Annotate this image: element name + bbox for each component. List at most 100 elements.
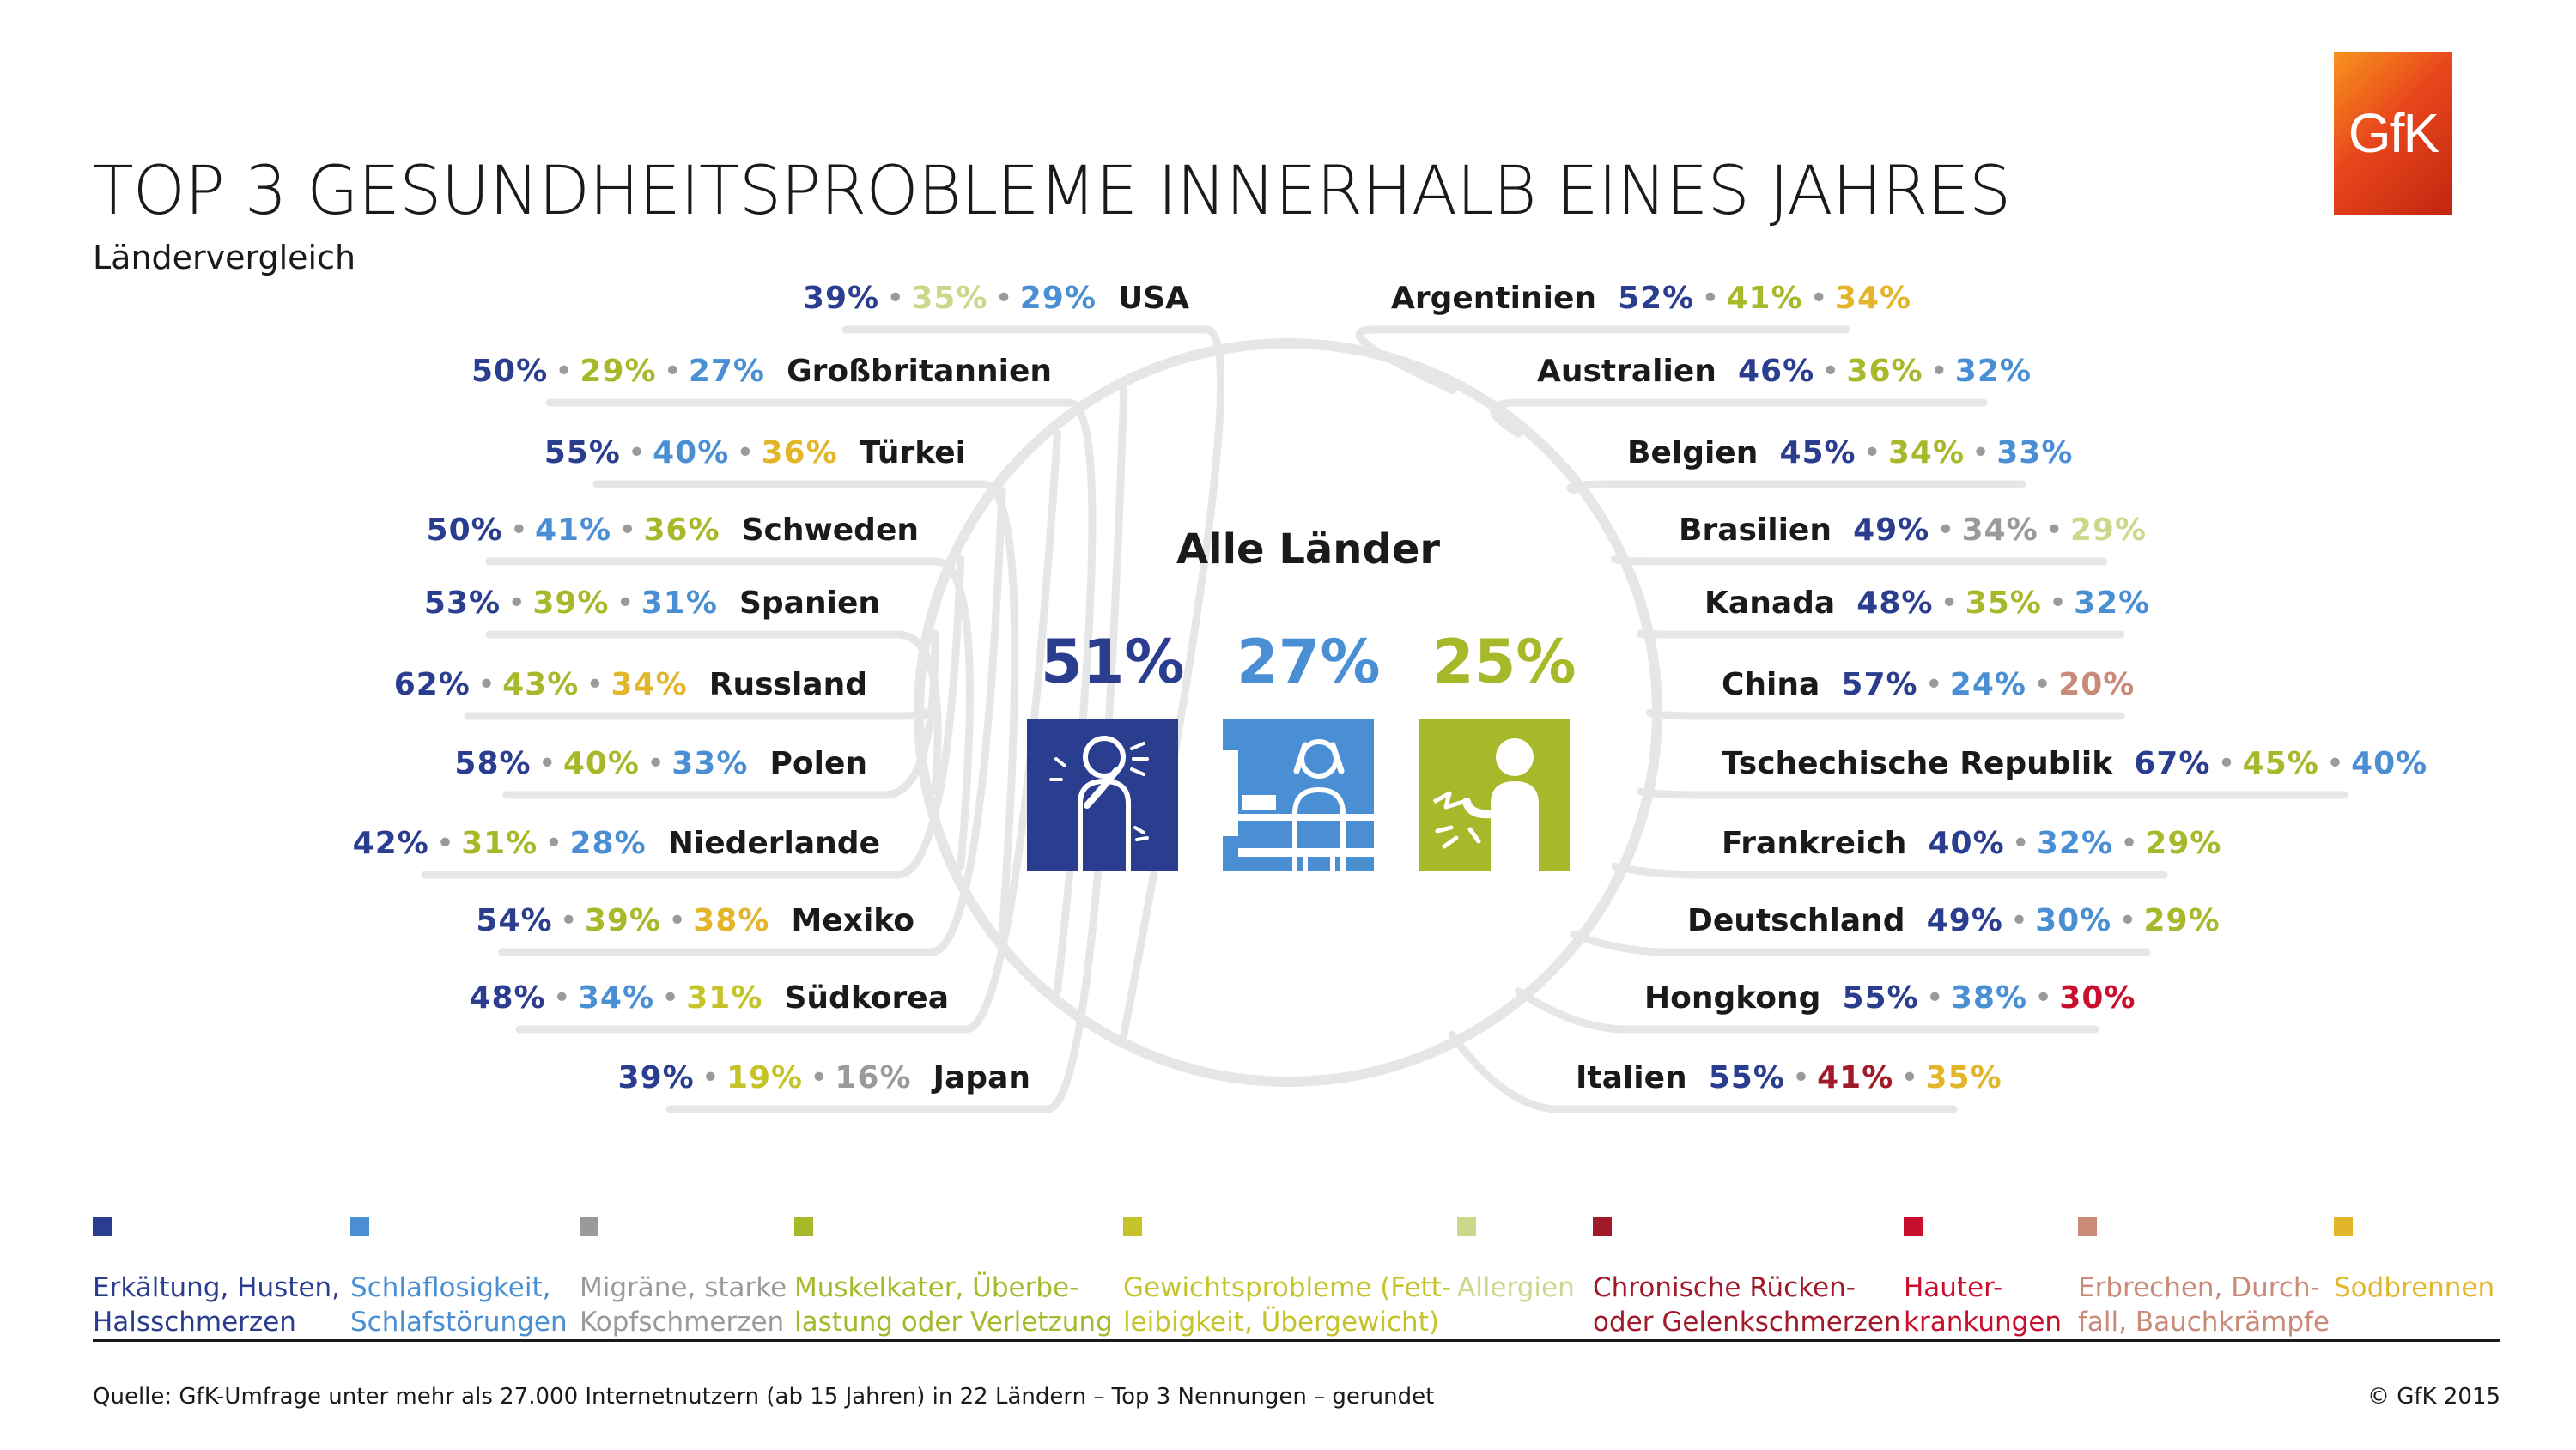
- country-values: 45% • 34% • 33%: [1779, 435, 2073, 470]
- legend-item-schlaf: Schlaflosigkeit, Schlafstörungen: [350, 1217, 568, 1339]
- value-separator: •: [1862, 435, 1881, 470]
- percentage-value: 40%: [1928, 826, 2005, 861]
- value-separator: •: [701, 1060, 720, 1095]
- percentage-value: 39%: [532, 585, 610, 621]
- legend-item-erkaeltung: Erkältung, Husten, Halsschmerzen: [93, 1217, 340, 1339]
- country-row-left: 39% • 19% • 16% Japan: [618, 1059, 1030, 1097]
- percentage-value: 48%: [469, 980, 546, 1016]
- country-name: Japan: [933, 1060, 1030, 1095]
- legend-label: Schlaflosigkeit, Schlafstörungen: [350, 1272, 568, 1338]
- value-separator: •: [2048, 585, 2068, 621]
- cough-cold-icon: [1027, 719, 1178, 871]
- percentage-value: 39%: [617, 1060, 695, 1095]
- value-separator: •: [1924, 667, 1943, 702]
- percentage-value: 31%: [641, 585, 718, 621]
- value-separator: •: [538, 746, 556, 781]
- center-circle: [914, 338, 1662, 1087]
- percentage-value: 54%: [476, 903, 553, 938]
- country-values: 50% • 41% • 36%: [427, 513, 720, 548]
- legend-label: Hauter- krankungen: [1904, 1272, 2063, 1338]
- country-row-right: Tschechische Republik 67% • 45% • 40%: [1722, 745, 2427, 783]
- country-values: 62% • 43% • 34%: [394, 667, 688, 702]
- connector-line-right: [1611, 862, 2168, 879]
- value-separator: •: [586, 667, 605, 702]
- connector-line-left: [665, 385, 1128, 1113]
- percentage-value: 46%: [1737, 354, 1815, 389]
- value-separator: •: [2120, 826, 2139, 861]
- percentage-value: 29%: [2145, 826, 2222, 861]
- percentage-value: 50%: [471, 354, 549, 389]
- spacer: [748, 746, 769, 781]
- value-separator: •: [1791, 1060, 1811, 1095]
- value-separator: •: [552, 980, 571, 1016]
- spacer: [838, 435, 860, 470]
- connector-line-left: [485, 557, 974, 871]
- country-name: Polen: [769, 746, 867, 781]
- percentage-value: 38%: [1950, 980, 2028, 1016]
- connector-line-right: [1566, 480, 2026, 495]
- percentage-value: 29%: [2143, 903, 2221, 938]
- country-values: 49% • 30% • 29%: [1927, 903, 2221, 938]
- percentage-value: 55%: [544, 435, 621, 470]
- value-separator: •: [1925, 980, 1944, 1016]
- percentage-value: 40%: [562, 746, 640, 781]
- spacer: [1832, 513, 1853, 548]
- value-separator: •: [507, 585, 526, 621]
- percentage-value: 31%: [686, 980, 763, 1016]
- percentage-value: 39%: [584, 903, 661, 938]
- percentage-value: 31%: [461, 826, 538, 861]
- value-separator: •: [555, 354, 574, 389]
- country-row-left: 62% • 43% • 34% Russland: [394, 666, 867, 704]
- country-name: Brasilien: [1679, 513, 1832, 548]
- percentage-value: 34%: [1961, 513, 2038, 548]
- country-name: Italien: [1576, 1060, 1687, 1095]
- spacer: [1687, 1060, 1709, 1095]
- legend-swatch: [1457, 1217, 1476, 1236]
- legend-label: Sodbrennen: [2334, 1272, 2495, 1303]
- spacer: [647, 826, 668, 861]
- spacer: [1906, 826, 1928, 861]
- legend-label: Muskelkater, Überbe- lastung oder Verlet…: [794, 1272, 1113, 1338]
- percentage-value: 35%: [1965, 585, 2042, 621]
- country-row-left: 53% • 39% • 31% Spanien: [424, 585, 880, 622]
- connector-line-right: [1570, 930, 2151, 956]
- country-name: Hongkong: [1644, 980, 1821, 1016]
- country-name: Niederlande: [667, 826, 880, 861]
- legend-item-gewicht: Gewichtsprobleme (Fett- leibigkeit, Über…: [1123, 1217, 1451, 1339]
- percentage-value: 53%: [423, 585, 501, 621]
- percentage-value: 32%: [1954, 354, 2032, 389]
- value-separator: •: [477, 667, 496, 702]
- country-values: 48% • 35% • 32%: [1856, 585, 2150, 621]
- value-separator: •: [1940, 585, 1959, 621]
- legend-swatch: [2334, 1217, 2353, 1236]
- connector-line-right: [1637, 787, 2348, 799]
- country-name: Kanada: [1704, 585, 1836, 621]
- spacer: [765, 354, 787, 389]
- percentage-value: 34%: [1887, 435, 1965, 470]
- value-separator: •: [2118, 903, 2137, 938]
- percentage-value: 36%: [761, 435, 838, 470]
- percentage-value: 28%: [569, 826, 647, 861]
- connector-line-left: [421, 555, 965, 879]
- value-separator: •: [2217, 746, 2236, 781]
- spacer: [718, 585, 739, 621]
- page-title: TOP 3 GESUNDHEITSPROBLEME INNERHALB EINE…: [93, 153, 2011, 230]
- overall-value-3: 25%: [1432, 627, 1577, 697]
- legend-swatch: [350, 1217, 369, 1236]
- percentage-value: 30%: [2059, 980, 2136, 1016]
- country-row-right: Deutschland 49% • 30% • 29%: [1687, 902, 2221, 940]
- country-row-left: 48% • 34% • 31% Südkorea: [469, 980, 949, 1017]
- connector-line-left: [502, 629, 939, 799]
- spacer: [769, 903, 791, 938]
- percentage-value: 41%: [534, 513, 612, 548]
- legend-label: Erkältung, Husten, Halsschmerzen: [93, 1272, 341, 1338]
- legend-item-muskel: Muskelkater, Überbe- lastung oder Verlet…: [794, 1217, 1113, 1339]
- connector-line-right: [1515, 987, 2099, 1034]
- legend-swatch: [1904, 1217, 1923, 1236]
- country-name: Russland: [708, 667, 867, 702]
- all-countries-label: Alle Länder: [1176, 525, 1441, 573]
- country-name: Südkorea: [784, 980, 950, 1016]
- country-row-right: Italien 55% • 41% • 35%: [1576, 1059, 2002, 1097]
- percentage-value: 40%: [2351, 746, 2428, 781]
